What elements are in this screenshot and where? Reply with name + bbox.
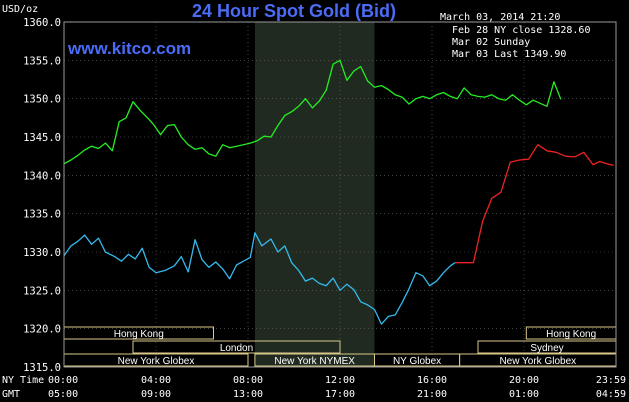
x-tick-label-gmt: 21:00 [417,389,447,400]
y-tick-label: 1350.0 [23,94,61,106]
y-tick-label: 1340.0 [23,170,61,182]
y-tick-label: 1325.0 [23,285,61,297]
x-tick-label-gmt: 09:00 [141,389,171,400]
y-tick-label: 1320.0 [23,324,61,336]
x-tick-label-ny: 08:00 [233,375,263,386]
y-tick-label: 1345.0 [23,132,61,144]
y-axis: 1315.0 1320.0 1325.0 1330.0 1335.0 1340.0 1345… [23,17,61,374]
series-line-0 [63,232,456,325]
x-tick-label-gmt: 05:00 [48,389,78,400]
session-label: London [220,343,253,354]
session-label: New York Globex [118,356,195,367]
x-tick-label-ny: 00:00 [48,375,78,386]
y-tick-label: 1360.0 [23,17,61,29]
x-tick-label-ny: 16:00 [417,375,447,386]
plot-border [63,21,617,368]
legend-entry-mar02: Mar 02 Sunday [452,37,530,48]
chart-datetime: March 03, 2014 21:20 [440,12,560,23]
series-line-2 [63,59,562,165]
chart-title: 24 Hour Spot Gold (Bid) [192,1,396,21]
x-tick-label-gmt: 04:59 [596,389,626,400]
legend-entry-mar03: Mar 03 Last 1349.90 [452,49,566,60]
y-tick-label: 1315.0 [23,362,61,374]
y-tick-label: 1355.0 [23,55,61,67]
legend: Feb 28 NY close 1328.60 Mar 02 Sunday Ma… [452,25,590,60]
x-axis: 00:00 05:00 04:00 09:00 08:00 13:00 12:00 17:00… [48,375,626,400]
x-tick-label-gmt: 01:00 [509,389,539,400]
ny-time-label: NY Time [2,375,44,386]
x-tick-label-ny: 12:00 [325,375,355,386]
session-label: New York NYMEX [274,356,355,367]
session-label: Sydney [530,343,563,354]
x-tick-label-ny: 04:00 [141,375,171,386]
session-label: New York Globex [499,356,576,367]
trading-sessions: Hong Kong Hong Kong London Sydney New York G… [63,326,617,367]
y-axis-label: USD/oz [2,4,38,15]
session-label: NY Globex [393,356,441,367]
gmt-label: GMT [2,389,20,400]
session-label: Hong Kong [546,329,596,340]
session-bar [132,340,341,354]
site-url: www.kitco.com [67,39,191,58]
nymex-session-highlight [254,22,375,367]
y-tick-label: 1335.0 [23,209,61,221]
series-line-1 [455,144,614,264]
session-label: Hong Kong [114,329,164,340]
x-tick-label-gmt: 13:00 [233,389,263,400]
y-tick-label: 1330.0 [23,247,61,259]
price-series [63,59,614,325]
x-tick-label-gmt: 17:00 [325,389,355,400]
x-tick-label-ny: 20:00 [509,375,539,386]
legend-entry-feb28: Feb 28 NY close 1328.60 [452,25,590,36]
x-tick-label-ny: 23:59 [596,375,626,386]
